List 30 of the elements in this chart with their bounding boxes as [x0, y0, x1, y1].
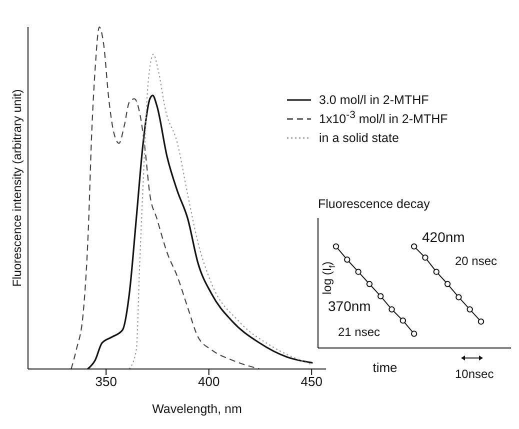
- x-axis-title: Wavelength, nm: [152, 402, 242, 416]
- point: [466, 306, 473, 313]
- point: [378, 293, 384, 300]
- annotation: 21 nsec: [338, 325, 380, 339]
- x-tick-label: 450: [300, 374, 322, 390]
- x-axis-title: time: [372, 360, 398, 375]
- point: [433, 268, 440, 275]
- legend-label: 3.0 mol/l in 2-MTHF: [319, 92, 429, 106]
- point: [355, 268, 362, 275]
- point: [478, 318, 484, 325]
- point: [366, 280, 373, 288]
- point: [456, 294, 462, 300]
- chart-title: Fluorescence decay: [318, 197, 430, 211]
- x-tick-label: 400: [198, 374, 220, 390]
- legend-label: in a solid state: [319, 130, 399, 144]
- point: [400, 317, 406, 324]
- legend-label: 1x10$^{-3}$ mol/l in 2-MTHF: [319, 110, 448, 127]
- text: 10nsec: [455, 367, 494, 381]
- point: [410, 243, 418, 250]
- y-axis-title: Fluorescence intensity (arbitrary unit): [10, 89, 24, 287]
- point: [332, 243, 340, 250]
- point: [388, 306, 395, 313]
- series-label: 370nm: [328, 298, 371, 314]
- point: [410, 330, 418, 337]
- point: [422, 254, 428, 261]
- point: [344, 256, 350, 263]
- point: [444, 280, 451, 288]
- annotation: 20 nsec: [455, 254, 498, 268]
- x-tick-label: 350: [95, 374, 117, 390]
- series-label: 420nm: [422, 229, 465, 245]
